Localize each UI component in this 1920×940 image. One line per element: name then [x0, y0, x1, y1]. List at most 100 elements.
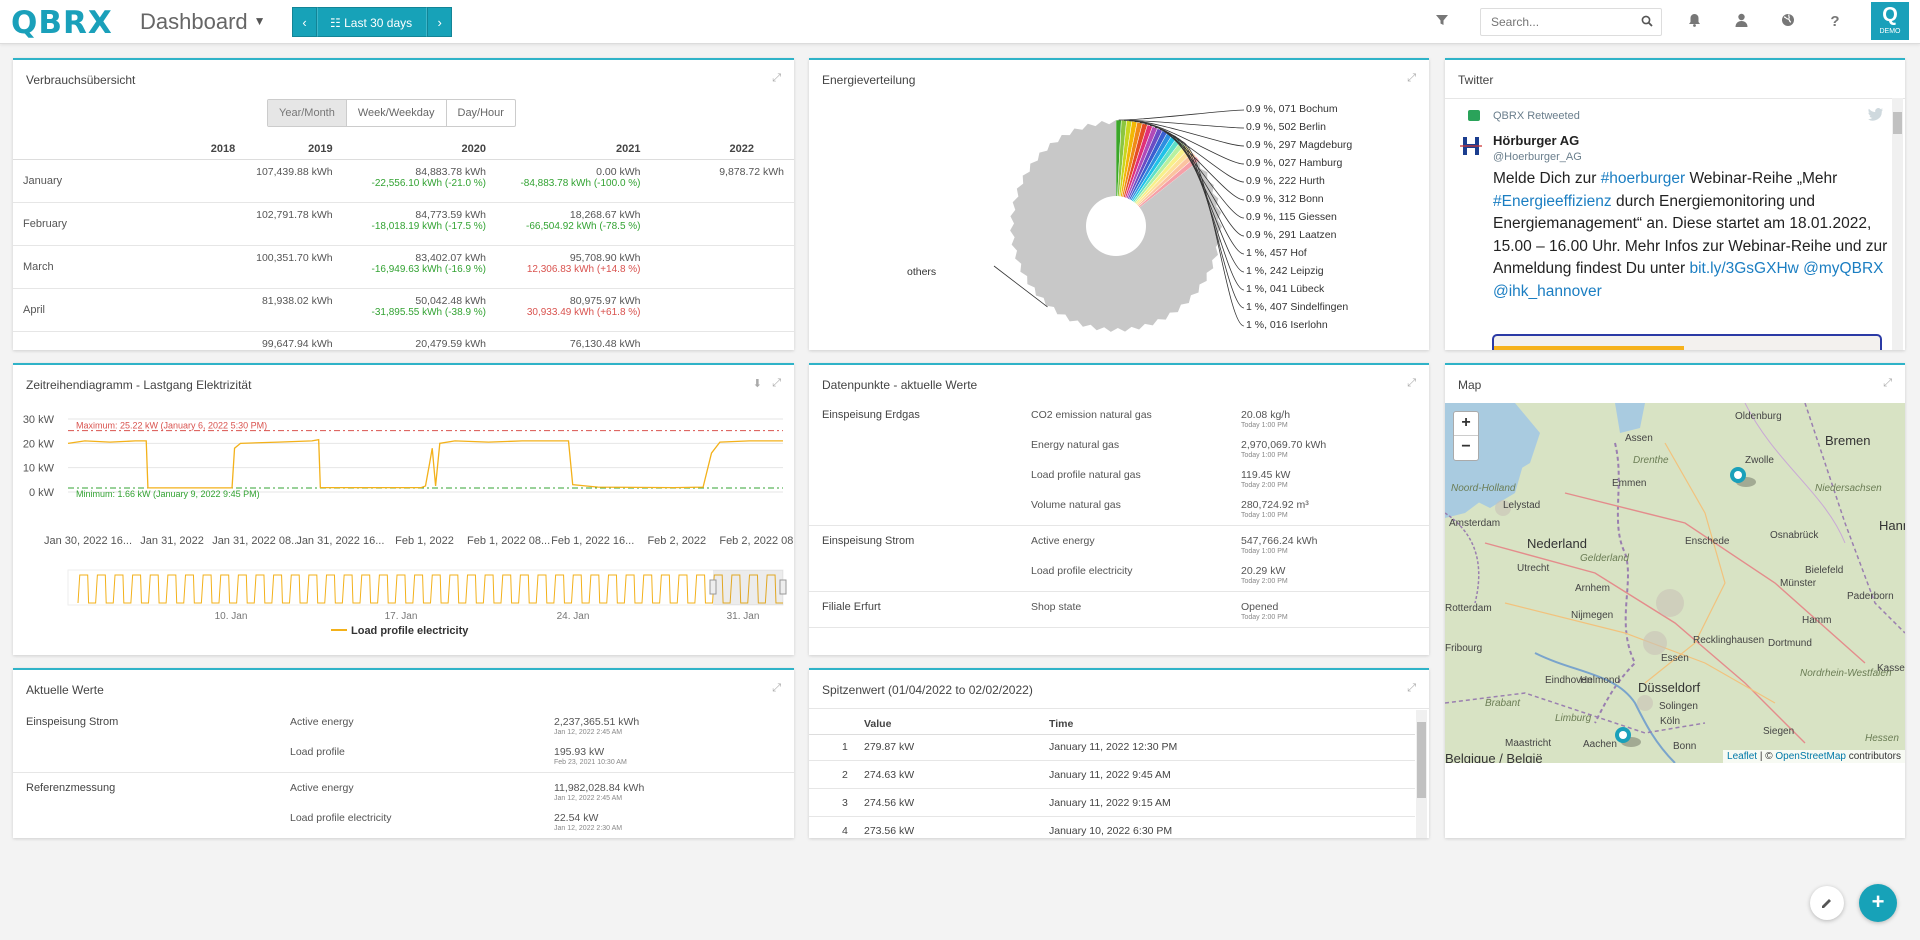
zoom-control: + −	[1453, 411, 1479, 461]
panel-title: Twitter	[1458, 73, 1494, 87]
hoerburger-avatar[interactable]	[1458, 133, 1484, 159]
tweet-link[interactable]: bit.ly/3GsGXHw	[1689, 260, 1799, 277]
expand-icon[interactable]: ⤢	[772, 682, 781, 694]
map-marker-icon[interactable]	[1728, 465, 1758, 494]
tweet-link[interactable]: @ihk_hannover	[1493, 282, 1602, 300]
zoom-out-button[interactable]: −	[1461, 438, 1471, 455]
pie-label[interactable]: 1 %, 242 Leipzig	[1246, 265, 1324, 277]
pie-label[interactable]: 0.9 %, 115 Giessen	[1246, 211, 1337, 223]
datapoint-name[interactable]: Active energy	[1031, 535, 1095, 547]
navigator-selection[interactable]	[713, 570, 783, 605]
globe-icon[interactable]	[1779, 13, 1797, 31]
tweet-text: Melde Dich zur #hoerburger Webinar-Reihe…	[1493, 168, 1888, 303]
help-icon[interactable]: ?	[1830, 13, 1840, 30]
pie-label[interactable]: 1 %, 041 Lübeck	[1246, 283, 1325, 295]
edit-dashboard-button[interactable]	[1810, 886, 1844, 920]
zoom-in-button[interactable]: +	[1454, 412, 1478, 436]
peak-time-cell: January 11, 2022 12:30 PM	[1049, 741, 1178, 753]
tab-week-weekday[interactable]: Week/Weekday	[345, 100, 446, 126]
user-icon[interactable]	[1732, 13, 1750, 31]
tab-year-month[interactable]: Year/Month	[268, 100, 346, 126]
pie-slice-others[interactable]	[1010, 120, 1222, 332]
others-text: others	[907, 266, 937, 278]
tab-day-hour[interactable]: Day/Hour	[445, 100, 515, 126]
value-name[interactable]: Active energy	[290, 782, 354, 794]
datapoint-value: 20.08 kg/h	[1241, 409, 1291, 421]
value-name[interactable]: Load profile	[290, 746, 345, 758]
dashboard-selector[interactable]: Dashboard ▼	[140, 9, 266, 35]
pie-label[interactable]: 0.9 %, 502 Berlin	[1246, 121, 1326, 133]
retweet-label[interactable]: QBRX Retweeted	[1493, 110, 1580, 122]
search-input[interactable]	[1481, 9, 1631, 35]
map-place-label: Maastricht	[1505, 738, 1552, 749]
expand-icon[interactable]: ⤢	[1407, 72, 1416, 84]
twitter-scrollbar[interactable]	[1892, 98, 1903, 350]
pie-label[interactable]: 0.9 %, 312 Bonn	[1246, 193, 1324, 205]
datapoint-timestamp: Today 1:00 PM	[1241, 452, 1288, 459]
series-line[interactable]	[67, 438, 783, 489]
map-attribution: Leaflet | © OpenStreetMap contributors	[1723, 750, 1905, 763]
datapoint-name[interactable]: CO2 emission natural gas	[1031, 409, 1152, 421]
filter-icon[interactable]	[1433, 13, 1451, 31]
x-tick-label: Feb 1, 2022 08...	[467, 535, 550, 547]
pie-label[interactable]: 1 %, 457 Hof	[1246, 247, 1307, 259]
prev-period-button[interactable]: ‹	[292, 7, 317, 37]
datapoint-name[interactable]: Load profile electricity	[1031, 565, 1133, 577]
tweet-image[interactable]	[1492, 334, 1882, 350]
bell-icon[interactable]	[1685, 13, 1703, 31]
peak-time-cell: January 11, 2022 9:15 AM	[1049, 797, 1171, 809]
qbrx-logo[interactable]: QBRX	[11, 5, 113, 41]
scrollbar-thumb[interactable]	[1417, 722, 1426, 798]
value-timestamp: Jan 12, 2022 2:45 AM	[554, 729, 623, 736]
map-place-label: Bielefeld	[1805, 565, 1844, 576]
zeitreihen-panel: Zeitreihendiagramm - Lastgang Elektrizit…	[13, 363, 794, 655]
osm-link[interactable]: OpenStreetMap	[1775, 751, 1846, 762]
chart-legend[interactable]: Load profile electricity	[331, 625, 468, 637]
avatar-caption: DEMO	[1879, 28, 1901, 35]
download-icon[interactable]: ⬇	[752, 378, 762, 390]
scrollbar-thumb[interactable]	[1893, 112, 1902, 134]
pie-others-percent: 85.6 %	[959, 258, 991, 269]
add-widget-button[interactable]: +	[1859, 884, 1897, 922]
value: 95,708.90 kWh	[569, 251, 641, 264]
tweet-link[interactable]: #Energieeffizienz	[1493, 192, 1612, 210]
tweet-author-handle[interactable]: @Hoerburger_AG	[1493, 151, 1582, 163]
next-period-button[interactable]: ›	[427, 7, 453, 37]
value-cell: 95,708.90 kWh 12,306.83 kWh (+14.8 %)	[486, 245, 641, 289]
expand-icon[interactable]: ⤢	[1407, 682, 1416, 694]
pie-label[interactable]: 0.9 %, 291 Laatzen	[1246, 229, 1337, 241]
navigator-handle[interactable]	[709, 579, 717, 595]
expand-icon[interactable]: ⤢	[1883, 377, 1892, 389]
map-place-label: Arnhem	[1575, 583, 1611, 594]
twitter-bird-icon[interactable]	[1868, 108, 1883, 126]
x-tick-label: Jan 31, 2022 16...	[296, 535, 384, 547]
search-icon[interactable]	[1641, 15, 1653, 30]
peak-scrollbar[interactable]	[1416, 710, 1427, 838]
tweet-link[interactable]: #hoerburger	[1600, 170, 1686, 187]
navigator-handle[interactable]	[779, 579, 787, 595]
map-marker-icon[interactable]	[1613, 725, 1643, 754]
datapoint-name[interactable]: Shop state	[1031, 601, 1082, 613]
datapoint-name[interactable]: Load profile natural gas	[1031, 469, 1141, 481]
expand-icon[interactable]: ⤢	[772, 72, 781, 84]
value-name[interactable]: Active energy	[290, 716, 354, 728]
datapoint-name[interactable]: Volume natural gas	[1031, 499, 1121, 511]
map-canvas[interactable]: Oldenburg Bremen Assen Emmen Drenthe Niedersa…	[1445, 403, 1905, 763]
leaflet-link[interactable]: Leaflet	[1727, 751, 1758, 762]
pie-label[interactable]: 0.9 %, 071 Bochum	[1246, 103, 1338, 115]
pie-label[interactable]: 1 %, 407 Sindelfingen	[1246, 301, 1349, 313]
expand-icon[interactable]: ⤢	[772, 377, 781, 389]
pie-label[interactable]: 0.9 %, 222 Hurth	[1246, 175, 1325, 187]
pie-label[interactable]: 1 %, 016 Iserlohn	[1246, 319, 1328, 331]
tweet-author-name[interactable]: Hörburger AG	[1493, 133, 1580, 148]
pie-label[interactable]: 0.9 %, 297 Magdeburg	[1246, 139, 1353, 151]
date-range-button[interactable]: ☷ Last 30 days	[317, 7, 428, 37]
value-name[interactable]: Load profile electricity	[290, 812, 392, 824]
datapoint-name[interactable]: Energy natural gas	[1031, 439, 1120, 451]
delta: -16,949.63 kWh (-16.9 %)	[371, 263, 487, 275]
expand-icon[interactable]: ⤢	[1407, 377, 1416, 389]
avatar[interactable]: Q DEMO	[1871, 2, 1909, 40]
value-cell: 18,268.67 kWh -66,504.92 kWh (-78.5 %)	[486, 202, 641, 246]
pie-label[interactable]: 0.9 %, 027 Hamburg	[1246, 157, 1343, 169]
tweet-link[interactable]: @myQBRX	[1803, 260, 1884, 277]
